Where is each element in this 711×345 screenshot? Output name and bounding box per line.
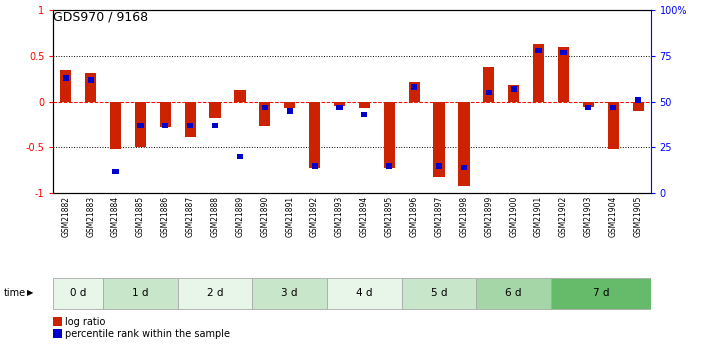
Text: time: time [4, 288, 26, 297]
Bar [237, 154, 243, 159]
Bar [361, 112, 368, 117]
Bar [162, 123, 169, 128]
Bar [486, 90, 492, 95]
Bar [284, 102, 295, 108]
Text: 4 d: 4 d [356, 288, 373, 297]
Bar [235, 90, 245, 102]
Bar [287, 108, 293, 114]
Bar [608, 102, 619, 149]
Bar [402, 278, 476, 309]
Bar [178, 278, 252, 309]
Bar [309, 102, 320, 168]
Bar [210, 102, 220, 118]
Bar [311, 163, 318, 168]
Bar [112, 168, 119, 174]
Bar [558, 47, 569, 102]
Text: 3 d: 3 d [282, 288, 298, 297]
Bar [87, 77, 94, 82]
Bar [384, 102, 395, 168]
Bar [334, 102, 345, 106]
Bar [336, 105, 343, 110]
Text: 1 d: 1 d [132, 288, 149, 297]
Bar [633, 102, 643, 111]
Bar [585, 105, 592, 110]
Bar [409, 82, 419, 102]
Bar [85, 72, 96, 102]
Bar [53, 278, 103, 309]
Text: percentile rank within the sample: percentile rank within the sample [65, 329, 230, 339]
Bar [386, 163, 392, 168]
Bar [252, 278, 327, 309]
Bar [434, 102, 444, 177]
Text: 6 d: 6 d [506, 288, 522, 297]
Bar [510, 86, 517, 92]
Bar [508, 85, 519, 102]
Bar [110, 102, 121, 149]
Bar [359, 102, 370, 108]
Bar [212, 123, 218, 128]
Bar [560, 50, 567, 55]
Bar [411, 85, 417, 90]
Bar [533, 44, 544, 102]
Text: 7 d: 7 d [592, 288, 609, 297]
Bar [459, 102, 469, 186]
Text: 5 d: 5 d [431, 288, 447, 297]
Bar [610, 105, 616, 110]
Bar [160, 102, 171, 127]
Text: 0 d: 0 d [70, 288, 87, 297]
Bar [436, 163, 442, 168]
Text: 2 d: 2 d [207, 288, 223, 297]
Text: ▶: ▶ [27, 288, 33, 297]
Bar [63, 75, 69, 81]
Bar [185, 102, 196, 137]
Text: GDS970 / 9168: GDS970 / 9168 [53, 10, 149, 23]
Bar [187, 123, 193, 128]
Bar [635, 97, 641, 103]
Text: log ratio: log ratio [65, 317, 106, 327]
Bar [135, 102, 146, 148]
Bar [551, 278, 651, 309]
Bar [137, 123, 144, 128]
Bar [583, 102, 594, 107]
Bar [327, 278, 402, 309]
Bar [461, 165, 467, 170]
Bar [476, 278, 551, 309]
Bar [260, 102, 270, 126]
Bar [262, 105, 268, 110]
Bar [60, 70, 71, 102]
Bar [103, 278, 178, 309]
Bar [483, 67, 494, 102]
Bar [535, 48, 542, 53]
